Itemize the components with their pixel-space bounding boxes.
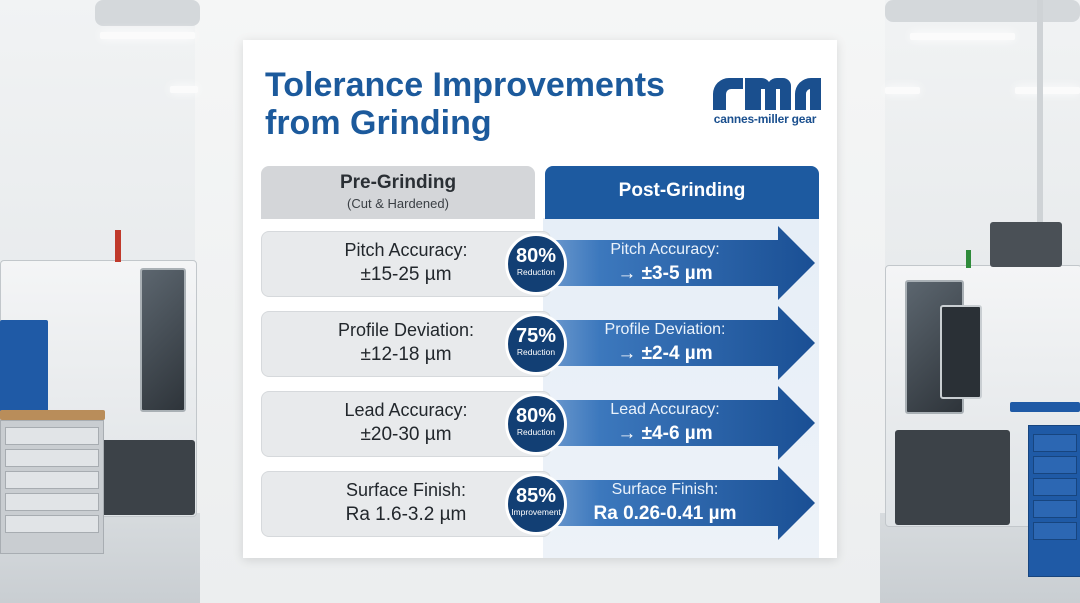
pre-metric-label: Pitch Accuracy: (344, 240, 468, 260)
blue-workbench (1010, 402, 1080, 412)
badge-label: Improvement (511, 507, 561, 517)
ceiling-light (885, 87, 920, 94)
badge-percent: 75% (515, 325, 557, 347)
post-metric-label: Lead Accuracy: (610, 401, 720, 418)
signal-tower (966, 250, 971, 268)
post-metric-label: Pitch Accuracy: (610, 241, 720, 258)
pre-value-box: Profile Deviation: ±12-18 µm (261, 311, 551, 377)
control-panel (940, 305, 982, 399)
badge-label: Reduction (516, 267, 556, 277)
improvement-arrow (528, 466, 815, 540)
machine-top-unit (990, 222, 1062, 267)
improvement-arrow (528, 386, 815, 460)
post-value-text: Lead Accuracy: → ±4-6 µm (565, 401, 765, 445)
comparison-row-pitch: Pitch Accuracy: ±15-25 µm Pitch Accuracy… (243, 226, 837, 300)
tool-cabinet-left (0, 420, 104, 554)
post-value-text: Pitch Accuracy: → ±3-5 µm (565, 241, 765, 285)
cma-logo-icon (713, 78, 821, 110)
pre-metric-label: Surface Finish: (345, 480, 467, 500)
improvement-arrow (528, 226, 815, 300)
post-grinding-header: Post-Grinding (545, 166, 819, 219)
machine-window (140, 268, 186, 412)
badge-percent: 80% (515, 245, 557, 267)
pre-value-box: Pitch Accuracy: ±15-25 µm (261, 231, 551, 297)
improvement-badge: 85% Improvement (505, 473, 567, 535)
comparison-row-surface: Surface Finish: Ra 1.6-3.2 µm Surface Fi… (243, 466, 837, 540)
post-metric-value: → ±4-6 µm (617, 423, 713, 444)
post-metric-value: Ra 0.26-0.41 µm (593, 503, 737, 524)
post-metric-value: → ±3-5 µm (617, 263, 713, 284)
company-logo: cannes-miller gear (705, 72, 825, 142)
machine-base (895, 430, 1010, 525)
tool-pegboard (0, 320, 48, 412)
comparison-row-profile: Profile Deviation: ±12-18 µm Profile Dev… (243, 306, 837, 380)
tool-cabinet-right (1028, 425, 1080, 577)
post-metric-label: Surface Finish: (611, 481, 719, 498)
post-grinding-title: Post-Grinding (618, 180, 746, 201)
reduction-badge: 75% Reduction (505, 313, 567, 375)
ceiling-duct-left (95, 0, 200, 26)
comparison-row-lead: Lead Accuracy: ±20-30 µm Lead Accuracy: … (243, 386, 837, 460)
post-value-text: Profile Deviation: → ±2-4 µm (565, 321, 765, 365)
pre-metric-value: ±12-18 µm (360, 344, 452, 365)
pre-metric-value: Ra 1.6-3.2 µm (345, 504, 467, 525)
ceiling-light (910, 33, 1015, 40)
pre-value-box: Surface Finish: Ra 1.6-3.2 µm (261, 471, 551, 537)
post-metric-value: → ±2-4 µm (617, 343, 713, 364)
badge-percent: 85% (515, 485, 557, 507)
pre-grinding-header: Pre-Grinding (Cut & Hardened) (261, 166, 535, 219)
ceiling-pole (1037, 0, 1043, 222)
signal-tower (115, 230, 121, 262)
post-value-text: Surface Finish: Ra 0.26-0.41 µm (565, 481, 765, 525)
reduction-badge: 80% Reduction (505, 393, 567, 455)
pre-metric-value: ±20-30 µm (360, 424, 452, 445)
pre-metric-label: Lead Accuracy: (344, 400, 468, 420)
info-card: Tolerance Improvements from Grinding can… (243, 40, 837, 558)
badge-label: Reduction (516, 347, 556, 357)
workbench-top (0, 410, 105, 420)
ceiling-duct-right (885, 0, 1080, 22)
post-metric-label: Profile Deviation: (604, 321, 726, 338)
pre-value-box: Lead Accuracy: ±20-30 µm (261, 391, 551, 457)
reduction-badge: 80% Reduction (505, 233, 567, 295)
pre-metric-label: Profile Deviation: (337, 320, 475, 340)
pre-metric-value: ±15-25 µm (360, 264, 452, 285)
ceiling-light (1015, 87, 1080, 94)
ceiling-light (170, 86, 198, 93)
improvement-arrow (528, 306, 815, 380)
badge-label: Reduction (516, 427, 556, 437)
pre-grinding-subtitle: (Cut & Hardened) (347, 196, 449, 211)
page-title: Tolerance Improvements from Grinding (265, 66, 665, 142)
pre-grinding-title: Pre-Grinding (339, 172, 457, 193)
ceiling-light (100, 32, 195, 39)
machine-base (100, 440, 195, 515)
brand-name: cannes-miller gear (713, 112, 817, 126)
badge-percent: 80% (515, 405, 557, 427)
